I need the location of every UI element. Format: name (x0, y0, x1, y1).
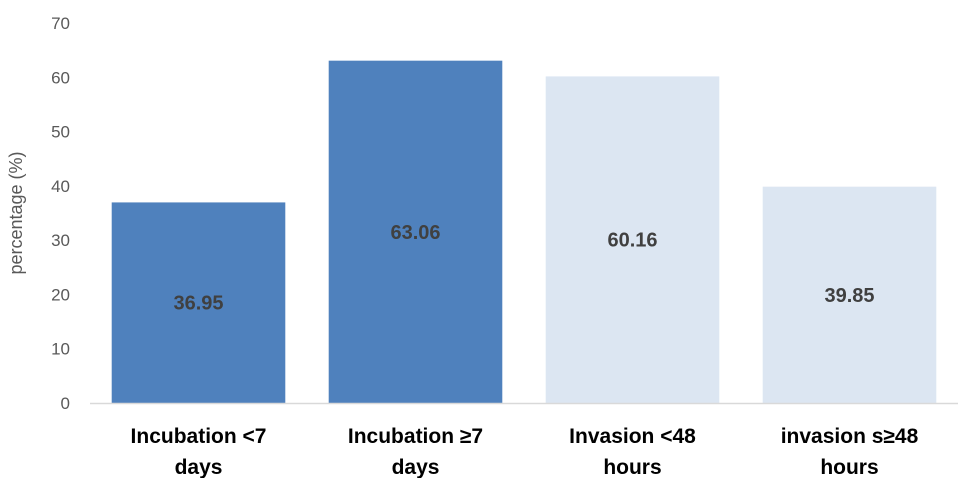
y-tick-label-70: 70 (51, 14, 70, 33)
category-label-3-line-1: Invasion <48 (569, 425, 696, 448)
data-label-3: 60.16 (607, 230, 657, 252)
bars-group (111, 60, 937, 403)
y-axis-title-group: percentage (%) (6, 151, 26, 274)
data-label-2: 63.06 (390, 222, 440, 244)
category-label-2-line-2: days (392, 456, 440, 478)
data-label-4: 39.85 (824, 285, 874, 307)
y-tick-label-30: 30 (51, 231, 70, 250)
y-tick-label-60: 60 (51, 68, 70, 87)
bar-2 (328, 60, 503, 403)
y-tick-label-40: 40 (51, 177, 70, 196)
y-axis-ticks: 0 10 20 30 40 50 60 70 (51, 14, 70, 413)
data-labels-group: 36.95 63.06 60.16 39.85 (173, 222, 874, 315)
category-label-2-line-1: Incubation ≥7 (348, 425, 483, 448)
category-label-4-line-1: invasion s≥48 (781, 425, 919, 448)
bar-3 (545, 76, 720, 403)
y-tick-label-10: 10 (51, 340, 70, 359)
category-label-3-line-2: hours (603, 456, 661, 478)
data-label-1: 36.95 (173, 293, 223, 315)
bar-4 (762, 186, 937, 403)
category-label-1-line-1: Incubation <7 (131, 425, 267, 448)
category-label-4-line-2: hours (820, 456, 878, 478)
y-tick-label-20: 20 (51, 285, 70, 304)
y-tick-label-0: 0 (61, 394, 70, 413)
bar-1 (111, 202, 286, 403)
y-axis-title: percentage (%) (6, 151, 26, 274)
y-tick-label-50: 50 (51, 123, 70, 142)
category-label-1-line-2: days (175, 456, 223, 478)
category-labels-group: Incubation <7 days Incubation ≥7 days Invasi… (131, 425, 919, 479)
